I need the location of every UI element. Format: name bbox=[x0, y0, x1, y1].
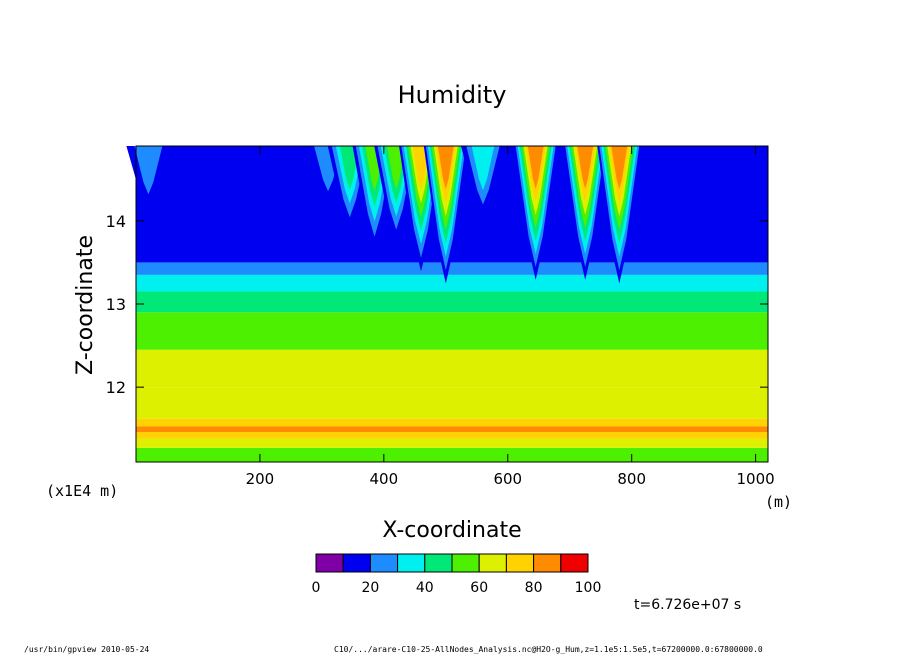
colorbar-label: 80 bbox=[525, 580, 543, 596]
colorbar-swatch bbox=[369, 553, 399, 573]
colorbar-swatch bbox=[478, 553, 507, 573]
footer-right: C10/.../arare-C10-25-AllNodes_Analysis.n… bbox=[334, 645, 763, 654]
colorbar-swatch bbox=[315, 553, 344, 573]
plume-contour bbox=[412, 146, 430, 190]
y-tick-label: 12 bbox=[106, 378, 126, 397]
footer-left: /usr/bin/gpview 2010-05-24 bbox=[24, 645, 149, 654]
colorbar-swatch bbox=[505, 553, 535, 573]
x-tick-label: 400 bbox=[370, 470, 399, 488]
humidity-plume bbox=[597, 146, 642, 284]
y-tick-label: 14 bbox=[106, 212, 126, 231]
x-tick-label: 800 bbox=[617, 470, 646, 488]
plume-contour bbox=[471, 146, 495, 191]
plume-contour bbox=[437, 146, 454, 190]
colorbar-swatch bbox=[397, 553, 426, 573]
humidity-layer bbox=[136, 349, 768, 388]
x-axis: 200 400 600 800 1000 bbox=[246, 146, 775, 488]
humidity-layer bbox=[136, 387, 768, 419]
humidity-layer bbox=[136, 426, 768, 433]
humidity-plume bbox=[563, 146, 608, 280]
humidity-layer bbox=[136, 262, 768, 275]
plot-area bbox=[126, 146, 768, 462]
plume-contour bbox=[577, 146, 594, 189]
colorbar-swatch bbox=[533, 553, 562, 573]
humidity-layer bbox=[136, 418, 768, 427]
x-tick-label: 1000 bbox=[737, 470, 775, 488]
y-axis: 12 13 14 bbox=[106, 212, 768, 397]
humidity-layer bbox=[136, 291, 768, 313]
humidity-layer bbox=[136, 274, 768, 292]
humidity-plume bbox=[460, 146, 505, 219]
y-axis-label: Z-coordinate bbox=[73, 235, 98, 375]
y-tick-label: 13 bbox=[106, 295, 126, 314]
chart-title: Humidity bbox=[398, 81, 507, 109]
colorbar-swatch bbox=[451, 553, 480, 573]
colorbar-label: 0 bbox=[312, 580, 321, 596]
plume-contour bbox=[527, 146, 544, 189]
x-tick-label: 600 bbox=[493, 470, 522, 488]
colorbar-swatch bbox=[560, 553, 589, 573]
x-tick-label: 200 bbox=[246, 470, 275, 488]
humidity-layer bbox=[136, 438, 768, 448]
plume-contour bbox=[134, 146, 163, 195]
humidity-layer bbox=[136, 432, 768, 439]
time-annotation: t=6.726e+07 s bbox=[634, 597, 741, 613]
humidity-plume bbox=[513, 146, 558, 280]
plume-contour bbox=[611, 146, 628, 190]
colorbar-swatch bbox=[424, 553, 453, 573]
humidity-layer bbox=[136, 447, 768, 462]
y-unit-label: (x1E4 m) bbox=[46, 482, 118, 500]
colorbar-swatch bbox=[342, 553, 371, 573]
x-axis-label: X-coordinate bbox=[382, 518, 521, 543]
colorbar-label: 20 bbox=[361, 580, 379, 596]
colorbar-label: 60 bbox=[470, 580, 488, 596]
humidity-plume bbox=[423, 146, 468, 284]
humidity-layer bbox=[136, 312, 768, 350]
humidity-plume bbox=[126, 146, 171, 213]
colorbar-label: 40 bbox=[416, 580, 434, 596]
colorbar: 0 20 40 60 80 100 bbox=[312, 553, 602, 596]
x-unit-label: (m) bbox=[765, 493, 792, 511]
colorbar-label: 100 bbox=[575, 580, 602, 596]
